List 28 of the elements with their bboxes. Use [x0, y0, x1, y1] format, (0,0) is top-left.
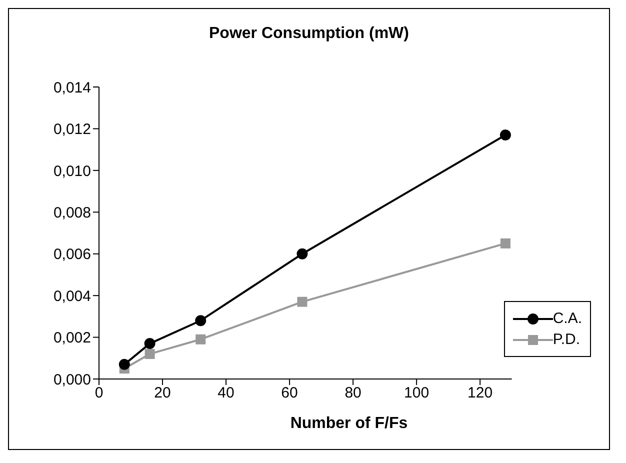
x-tick-label: 100 — [404, 384, 430, 402]
x-tick-label: 80 — [344, 384, 362, 402]
point — [196, 334, 206, 344]
point — [500, 129, 511, 140]
y-tick-label: 0,014 — [53, 79, 91, 96]
point — [144, 338, 156, 350]
y-tick-label: 0,006 — [53, 246, 91, 264]
y-tick-label: 0,012 — [53, 121, 91, 138]
y-tick-label: 0,010 — [53, 162, 91, 180]
y-tick-label: 0,002 — [53, 330, 91, 347]
legend-label: P.D. — [552, 331, 580, 348]
point — [195, 315, 206, 326]
point — [144, 348, 155, 359]
chart-title: Power Consumption (mW) — [208, 25, 410, 43]
point — [296, 248, 308, 260]
x-tick-label: 60 — [281, 384, 298, 402]
x-tick-label: 120 — [468, 384, 493, 402]
x-axis-title: Number of F/Fs — [289, 415, 409, 433]
x-tick-label: 20 — [154, 384, 171, 402]
point — [297, 296, 308, 307]
x-tick-label: 40 — [218, 384, 234, 402]
point — [500, 238, 510, 248]
y-tick-label: 0,004 — [53, 288, 91, 305]
point — [118, 358, 130, 370]
legend-label: C.A. — [552, 310, 582, 327]
x-tick-label: 0 — [94, 384, 104, 402]
y-tick-label: 0,008 — [53, 204, 91, 222]
y-tick-label: 0,000 — [53, 371, 91, 388]
